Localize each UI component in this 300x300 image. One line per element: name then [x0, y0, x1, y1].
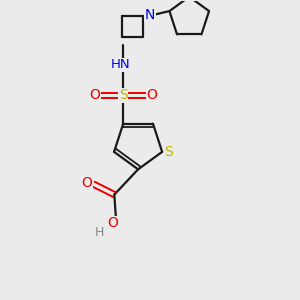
Text: O: O [82, 176, 92, 190]
Text: HN: HN [111, 58, 131, 71]
Text: S: S [119, 88, 128, 102]
Text: O: O [107, 216, 118, 230]
Text: H: H [95, 226, 104, 239]
Text: O: O [89, 88, 100, 102]
Text: N: N [145, 8, 155, 22]
Text: O: O [147, 88, 158, 102]
Text: S: S [164, 145, 173, 159]
